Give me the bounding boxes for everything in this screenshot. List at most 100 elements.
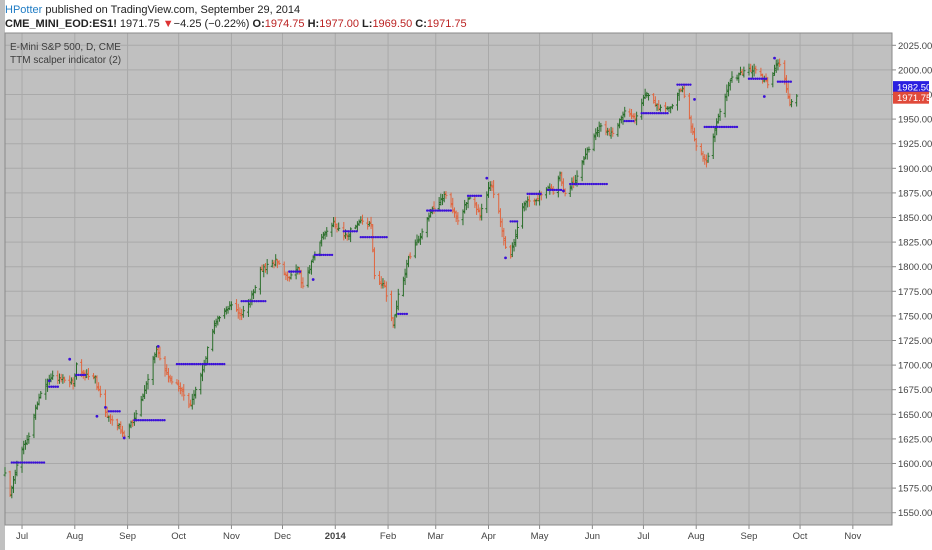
y-tick-label: 1725.00 [898,336,932,347]
ohlc-bar [396,288,400,311]
ohlc-bar [325,227,329,237]
y-tick-label: 1825.00 [898,238,932,249]
scalper-segment [342,230,358,233]
scalper-segment [466,194,483,198]
ohlc-bar [63,376,67,383]
x-tick-label: Jul [637,531,649,542]
y-tick-label: 1950.00 [898,115,932,126]
price-marker [893,81,929,94]
ohlc-bar [229,301,233,311]
ohlc-bar [790,99,794,108]
close-label: C: [415,18,427,30]
ohlc-bar [444,191,448,199]
ohlc-bar [694,137,698,151]
ohlc-bar [408,252,412,260]
ohlc-bar [611,127,615,137]
scalper-segment [313,253,334,257]
scalper-segment [75,373,87,377]
ohlc-bar [504,236,508,249]
publish-info: HPotter published on TradingView.com, Se… [5,4,300,16]
scalper-point [693,98,696,101]
scalper-segment [509,220,519,223]
x-tick-label: Oct [793,531,808,542]
ohlc-bar [86,367,90,380]
scalper-segment [133,419,166,422]
price-marker-label: 1971.75 [897,93,931,104]
scalper-segment [623,119,635,123]
x-tick-label: Nov [223,531,240,542]
scalper-segment [397,312,409,316]
x-tick-label: 2014 [325,531,347,542]
scalper-point [122,436,126,440]
x-tick-label: Aug [688,531,705,542]
ohlc-bar [582,156,586,166]
last-price: 1971.75 [119,18,160,30]
ohlc-bar [492,180,496,199]
ohlc-bar [194,386,198,399]
y-tick-label: 1875.00 [898,188,932,199]
quote-line: CME_MINI_EOD:ES1! 1971.75 ▼−4.25 (−0.22%… [5,18,467,30]
scalper-segment [175,362,226,366]
y-tick-label: 1700.00 [898,361,932,372]
low-label: L: [362,18,373,30]
author-link[interactable]: HPotter [5,4,43,16]
y-tick-label: 1625.00 [898,434,932,445]
ohlc-bar [27,432,31,444]
ohlc-bar [349,227,353,243]
high-value: 1977.00 [319,18,359,30]
plot-frame [4,32,893,526]
price-marker-label: 1982.50 [897,83,931,94]
scalper-segment [288,270,302,273]
x-tick-label: Sep [119,531,136,542]
symbol-label[interactable]: CME_MINI_EOD:ES1! [5,18,117,30]
ohlc-bar [3,467,7,477]
ohlc-bar [718,108,722,121]
ohlc-bar [361,214,365,225]
ohlc-bar [110,415,114,426]
y-tick-label: 1675.00 [898,385,932,396]
scalper-segment [107,410,121,413]
scalper-point [95,414,99,418]
down-arrow-icon: ▼ [162,18,174,30]
scalper-segment [10,461,46,464]
ohlc-bar [635,111,639,126]
y-tick-label: 1775.00 [898,287,932,298]
ohlc-bar [241,305,245,318]
series-title: E-Mini S&P 500, D, CME [10,42,121,53]
scalper-segment [526,192,542,196]
ohlc-bar [384,281,388,302]
ohlc-bar [456,212,460,225]
indicator-title: TTM scalper indicator (2) [10,55,122,66]
ohlc-bar [587,146,591,153]
scalper-segment [676,83,692,86]
ohlc-bar [337,222,341,232]
ohlc-bar [420,228,424,240]
y-tick-label: 2000.00 [898,65,932,76]
ohlc-bar [277,260,281,266]
ohlc-bar [372,247,376,280]
scalper-point [485,176,489,180]
ohlc-bar [253,285,257,294]
ohlc-bar [158,346,162,361]
x-tick-label: Feb [380,531,396,542]
ohlc-bar [182,384,186,401]
ohlc-bar [206,346,210,364]
x-tick-label: Sep [741,531,758,542]
scalper-segment [640,111,669,115]
scalper-segment [569,182,608,186]
scalper-point [68,357,72,361]
ohlc-bar [170,375,174,385]
left-edge [0,0,5,550]
ohlc-bar [682,83,686,99]
ohlc-bar [98,385,102,398]
scalper-segment [776,80,793,83]
open-label: O: [252,18,265,30]
y-tick-label: 1600.00 [898,459,932,470]
ohlc-bar [218,315,222,322]
x-tick-label: May [531,531,549,542]
y-tick-label: 1925.00 [898,139,932,150]
y-tick-label: 1900.00 [898,164,932,175]
ohlc-bar [742,66,746,78]
ohlc-bar [766,76,770,89]
